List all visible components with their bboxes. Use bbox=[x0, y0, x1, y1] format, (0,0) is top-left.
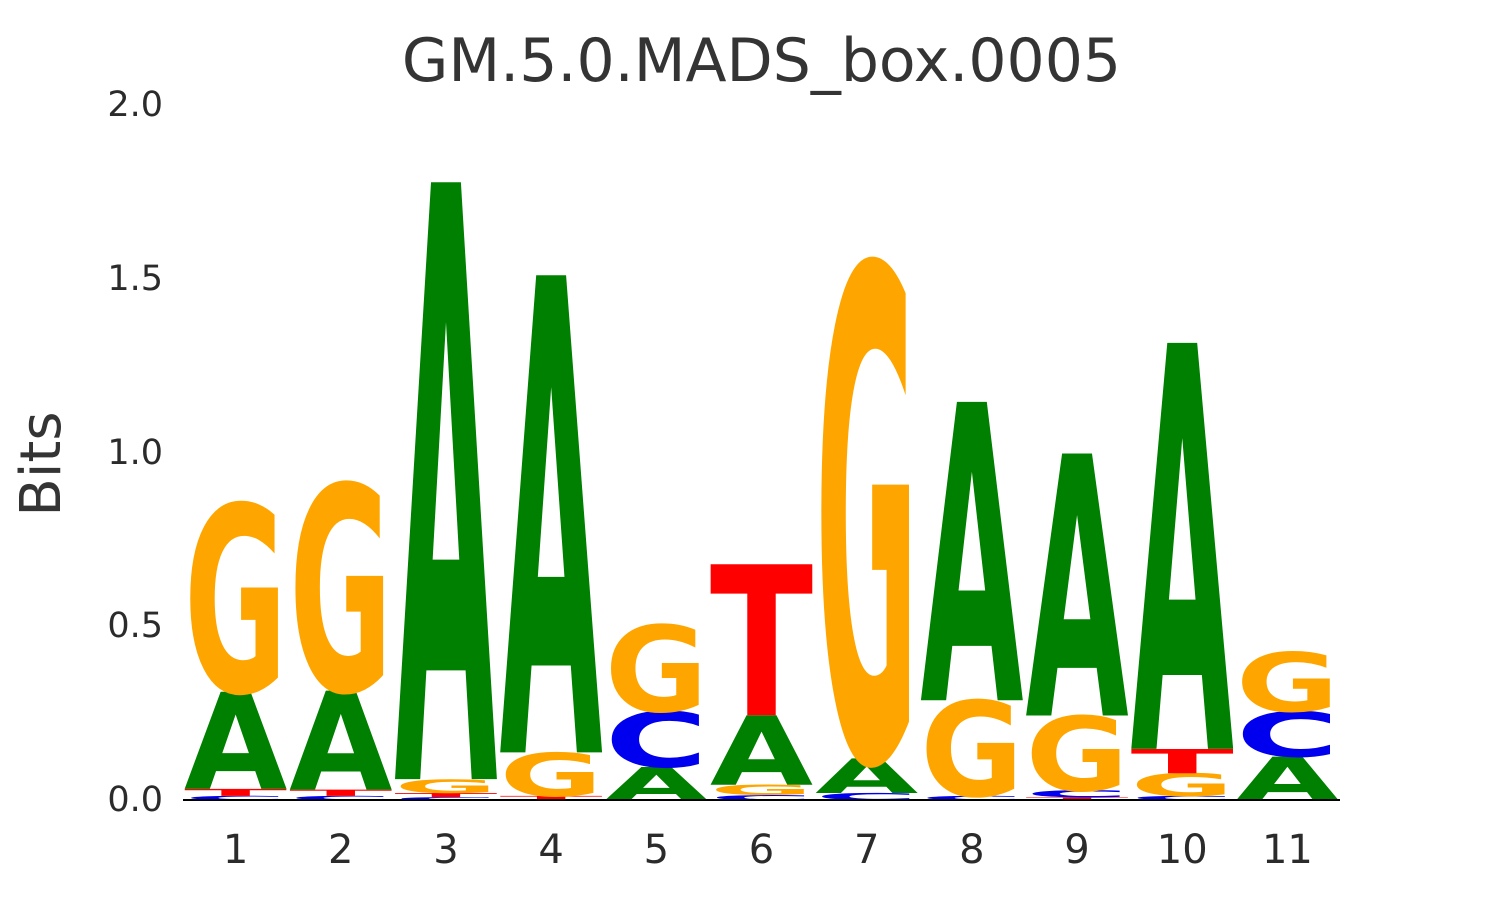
x-tick-label: 4 bbox=[538, 827, 564, 873]
logo-letter-T-pos1: T bbox=[184, 787, 287, 798]
logo-letter-G-pos1: G bbox=[184, 454, 287, 753]
logo-letter-T-pos10: T bbox=[1131, 743, 1234, 782]
y-tick-label: 0.5 bbox=[107, 606, 163, 647]
logo-letter-C-pos1: C bbox=[184, 795, 287, 802]
x-tick-label: 6 bbox=[748, 827, 775, 873]
logo-letter-C-pos6: C bbox=[710, 794, 813, 802]
logo-letter-C-pos7: C bbox=[815, 791, 918, 802]
logo-letter-A-pos4: A bbox=[500, 145, 604, 900]
logo-letter-G-pos5: G bbox=[605, 602, 708, 740]
x-tick-label: 5 bbox=[643, 827, 670, 873]
chart-title: GM.5.0.MADS_box.0005 bbox=[401, 26, 1122, 96]
logo-letter-T-pos4: T bbox=[500, 795, 604, 802]
logo-letter-T-pos6: T bbox=[710, 523, 813, 765]
logo-letter-C-pos8: C bbox=[920, 795, 1023, 802]
logo-letter-A-pos7: A bbox=[815, 749, 918, 805]
logo-letter-G-pos10: G bbox=[1131, 767, 1234, 803]
logo-letter-A-pos11: A bbox=[1236, 745, 1339, 814]
logo-letter-A-pos2: A bbox=[289, 665, 392, 823]
logo-letter-T-pos9: T bbox=[1025, 797, 1129, 801]
logo-letter-A-pos6: A bbox=[710, 697, 813, 807]
logo-letter-G-pos4: G bbox=[500, 741, 603, 810]
logo-letter-G-pos6: G bbox=[710, 782, 813, 798]
logo-letter-G-pos2: G bbox=[289, 429, 392, 759]
logo-letter-A-pos1: A bbox=[184, 666, 287, 821]
y-tick-label: 2.0 bbox=[107, 85, 163, 125]
y-tick-label: 1.5 bbox=[107, 258, 163, 299]
x-tick-label: 1 bbox=[222, 827, 249, 873]
logo-letter-C-pos11: C bbox=[1236, 700, 1339, 772]
logo-letter-G-pos8: G bbox=[920, 675, 1023, 827]
x-tick-label: 11 bbox=[1261, 827, 1313, 873]
logo-letter-C-pos2: C bbox=[289, 795, 392, 802]
logo-letter-A-pos9: A bbox=[1025, 384, 1129, 801]
x-tick-label: 10 bbox=[1156, 827, 1208, 873]
logo-letter-G-pos7: G bbox=[815, 132, 918, 900]
x-tick-label: 7 bbox=[853, 827, 880, 873]
y-tick-label: 0.0 bbox=[107, 780, 163, 820]
logo-letter-G-pos9: G bbox=[1025, 697, 1128, 816]
logo-letter-G-pos11: G bbox=[1236, 636, 1339, 730]
logo-letter-A-pos3: A bbox=[394, 19, 498, 900]
x-tick-label: 2 bbox=[328, 827, 354, 873]
logo-letter-C-pos3: C bbox=[394, 797, 497, 801]
logo-letter-A-pos5: A bbox=[605, 758, 709, 811]
y-tick-label: 1.0 bbox=[107, 432, 163, 473]
logo-letter-T-pos2: T bbox=[289, 788, 392, 798]
logo-letter-A-pos10: A bbox=[1131, 233, 1235, 881]
logo-letter-C-pos5: C bbox=[605, 697, 708, 785]
logo-letter-C-pos10: C bbox=[1131, 795, 1234, 802]
x-tick-label: 8 bbox=[959, 827, 985, 873]
logo-letter-T-pos3: T bbox=[394, 792, 498, 799]
logo-letter-G-pos3: G bbox=[394, 776, 497, 798]
x-tick-label: 3 bbox=[433, 827, 459, 873]
logo-letter-C-pos9: C bbox=[1025, 789, 1128, 800]
x-tick-label: 9 bbox=[1064, 827, 1090, 873]
logo-letter-A-pos8: A bbox=[920, 322, 1024, 798]
